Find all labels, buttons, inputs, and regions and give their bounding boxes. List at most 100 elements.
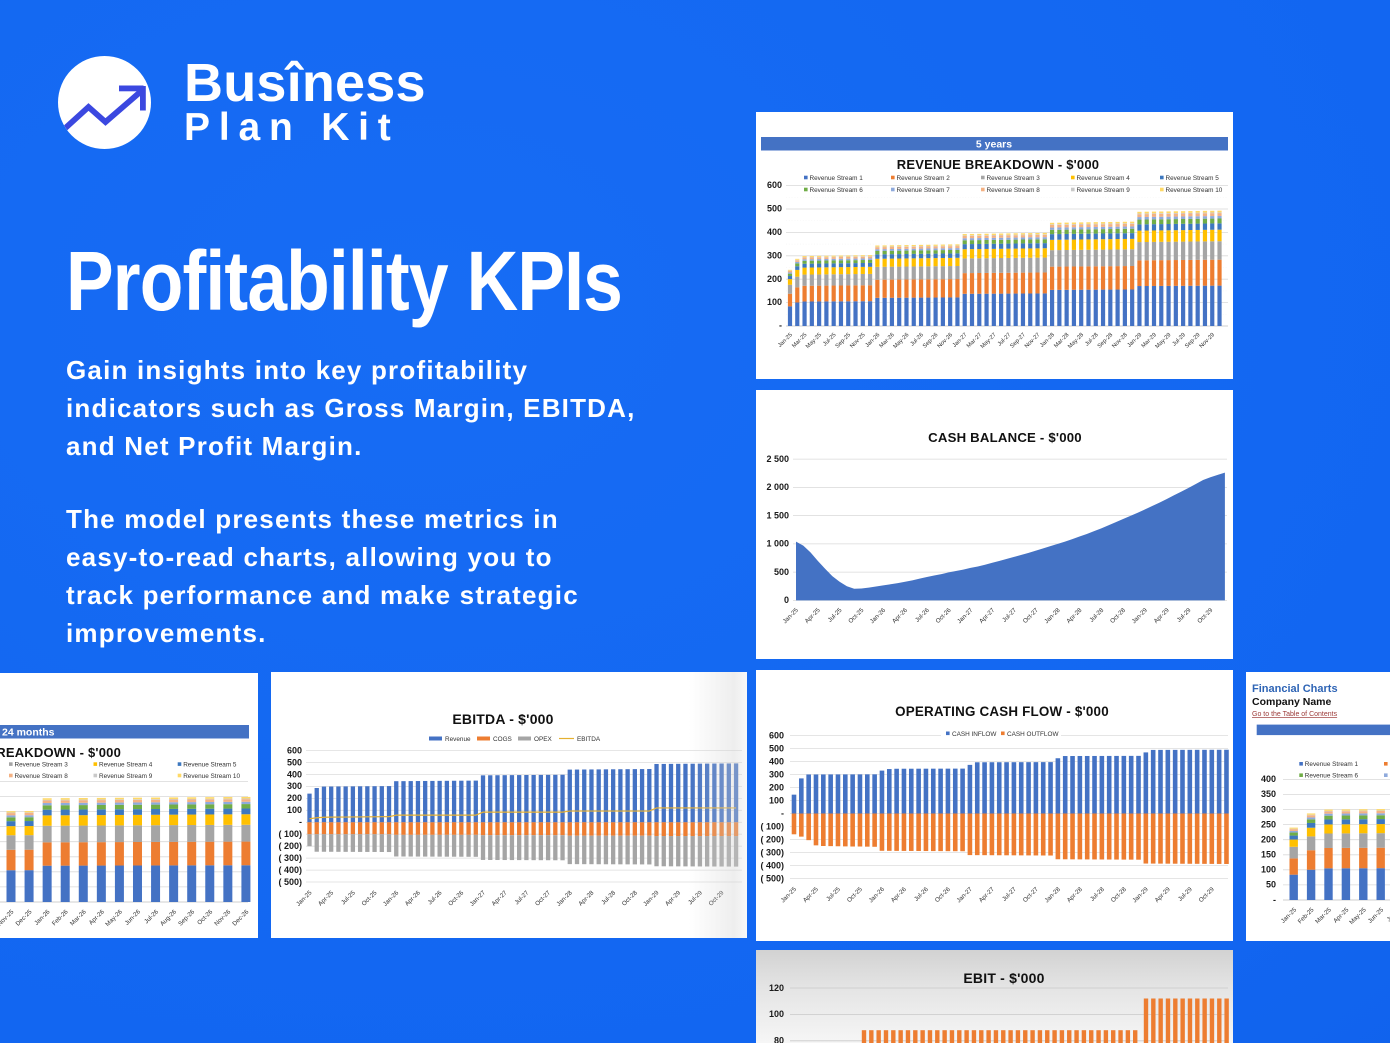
svg-text:( 300): ( 300)	[760, 847, 784, 857]
svg-text:Jan-25: Jan-25	[1280, 906, 1299, 925]
svg-text:200: 200	[287, 793, 302, 803]
svg-text:May-27: May-27	[980, 332, 998, 350]
svg-text:Jul-28: Jul-28	[1088, 606, 1105, 623]
svg-text:Jan-25: Jan-25	[780, 886, 799, 905]
svg-text:Revenue Stream 4: Revenue Stream 4	[99, 762, 153, 769]
svg-text:100: 100	[287, 805, 302, 815]
svg-text:Jan-27: Jan-27	[469, 889, 488, 908]
svg-text:Jul-27: Jul-27	[1001, 886, 1018, 903]
svg-text:Nov-27: Nov-27	[1024, 332, 1041, 349]
svg-text:100: 100	[1261, 865, 1276, 875]
svg-text:Oct-28: Oct-28	[1110, 886, 1128, 904]
svg-text:Apr-25: Apr-25	[317, 889, 335, 907]
svg-text:May-29: May-29	[1155, 332, 1173, 350]
svg-text:Oct-25: Oct-25	[847, 606, 865, 624]
svg-text:EBITDA: EBITDA	[577, 736, 601, 743]
svg-text:Oct-27: Oct-27	[1022, 886, 1040, 904]
svg-text:2 000: 2 000	[766, 482, 789, 492]
svg-text:Revenue: Revenue	[445, 736, 471, 743]
svg-text:120: 120	[769, 983, 784, 993]
svg-text:Jul-29: Jul-29	[1177, 886, 1194, 903]
svg-text:300: 300	[769, 769, 784, 779]
svg-text:Jan-28: Jan-28	[555, 889, 574, 908]
svg-text:Apr-29: Apr-29	[664, 889, 682, 907]
svg-text:Oct-25: Oct-25	[846, 886, 864, 904]
svg-text:( 100): ( 100)	[760, 821, 784, 831]
svg-text:2 500: 2 500	[766, 454, 789, 464]
svg-text:-: -	[299, 817, 302, 827]
svg-text:Revenue Stream 1: Revenue Stream 1	[1305, 761, 1359, 768]
svg-text:Jul-25: Jul-25	[827, 606, 844, 623]
svg-text:Jul-28: Jul-28	[600, 889, 617, 906]
svg-text:Oct-28: Oct-28	[621, 889, 639, 907]
svg-text:Jan-29: Jan-29	[1131, 606, 1150, 625]
svg-text:Apr-25: Apr-25	[802, 886, 820, 904]
svg-text:Oct-27: Oct-27	[1022, 606, 1040, 624]
svg-text:Oct-27: Oct-27	[534, 889, 552, 907]
svg-text:Nov-25: Nov-25	[0, 908, 16, 927]
svg-text:CASH OUTFLOW: CASH OUTFLOW	[1007, 731, 1059, 738]
svg-text:( 500): ( 500)	[278, 877, 302, 887]
svg-text:Oct-26: Oct-26	[447, 889, 465, 907]
svg-text:Oct-26: Oct-26	[934, 886, 952, 904]
svg-text:Jan-29: Jan-29	[642, 889, 661, 908]
svg-text:Jan-26: Jan-26	[382, 889, 401, 908]
svg-text:Dec-26: Dec-26	[231, 908, 250, 927]
svg-text:Nov-25: Nov-25	[849, 332, 866, 349]
svg-text:600: 600	[769, 730, 784, 740]
svg-text:Jan-29: Jan-29	[1131, 886, 1150, 905]
svg-text:Jul-25: Jul-25	[825, 886, 842, 903]
svg-text:500: 500	[287, 757, 302, 767]
svg-text:May-25: May-25	[805, 332, 823, 350]
svg-text:Oct-26: Oct-26	[935, 606, 953, 624]
svg-text:Jan-26: Jan-26	[869, 606, 888, 625]
svg-text:Revenue Stream 8: Revenue Stream 8	[15, 773, 69, 780]
svg-text:Feb-26: Feb-26	[51, 908, 70, 927]
svg-text:( 200): ( 200)	[760, 834, 784, 844]
svg-text:-: -	[1273, 895, 1276, 905]
svg-text:( 500): ( 500)	[760, 873, 784, 883]
svg-text:200: 200	[769, 782, 784, 792]
svg-text:Sep-26: Sep-26	[177, 908, 196, 927]
svg-text:400: 400	[767, 227, 782, 237]
svg-text:Sep-25: Sep-25	[835, 332, 852, 349]
svg-text:Apr-28: Apr-28	[577, 889, 595, 907]
svg-text:Revenue Stream 6: Revenue Stream 6	[1305, 773, 1359, 780]
svg-text:1 000: 1 000	[766, 539, 789, 549]
svg-text:600: 600	[287, 745, 302, 755]
svg-text:250: 250	[1261, 819, 1276, 829]
svg-text:COGS: COGS	[493, 736, 512, 743]
svg-text:Apr-27: Apr-27	[491, 889, 509, 907]
svg-text:Jan-28: Jan-28	[1043, 606, 1062, 625]
svg-text:EBITDA - $'000: EBITDA - $'000	[452, 711, 553, 727]
svg-text:( 400): ( 400)	[278, 865, 302, 875]
svg-text:( 300): ( 300)	[278, 853, 302, 863]
svg-text:200: 200	[767, 274, 782, 284]
svg-text:Oct-29: Oct-29	[1196, 606, 1214, 624]
svg-text:( 400): ( 400)	[760, 860, 784, 870]
svg-text:Apr-28: Apr-28	[1066, 886, 1084, 904]
svg-text:Jan-28: Jan-28	[1043, 886, 1062, 905]
svg-text:Revenue Stream 9: Revenue Stream 9	[99, 773, 153, 780]
svg-text:Mar-26: Mar-26	[69, 908, 88, 927]
svg-text:100: 100	[769, 795, 784, 805]
svg-text:Jan-27: Jan-27	[955, 886, 974, 905]
svg-text:Revenue Stream 7: Revenue Stream 7	[897, 187, 951, 194]
svg-text:Revenue Stream 6: Revenue Stream 6	[810, 187, 864, 194]
svg-text:Apr-29: Apr-29	[1153, 606, 1171, 624]
svg-text:Jul-27: Jul-27	[513, 889, 530, 906]
svg-text:OPERATING CASH FLOW - $'000: OPERATING CASH FLOW - $'000	[895, 704, 1109, 719]
svg-text:Apr-28: Apr-28	[1065, 606, 1083, 624]
svg-text:Revenue Stream 3: Revenue Stream 3	[987, 175, 1041, 182]
svg-text:EBIT - $'000: EBIT - $'000	[963, 970, 1044, 986]
svg-text:( 100): ( 100)	[278, 829, 302, 839]
svg-text:24 months: 24 months	[2, 727, 55, 739]
svg-text:-: -	[779, 321, 782, 331]
svg-text:Feb-25: Feb-25	[1297, 906, 1316, 925]
svg-text:Financial Charts: Financial Charts	[1252, 683, 1338, 695]
svg-text:Jul-26: Jul-26	[913, 886, 930, 903]
svg-text:Jul-25: Jul-25	[1386, 906, 1390, 923]
svg-text:Jul-26: Jul-26	[427, 889, 444, 906]
svg-text:Jun-25: Jun-25	[1367, 906, 1386, 925]
svg-text:Apr-26: Apr-26	[404, 889, 422, 907]
